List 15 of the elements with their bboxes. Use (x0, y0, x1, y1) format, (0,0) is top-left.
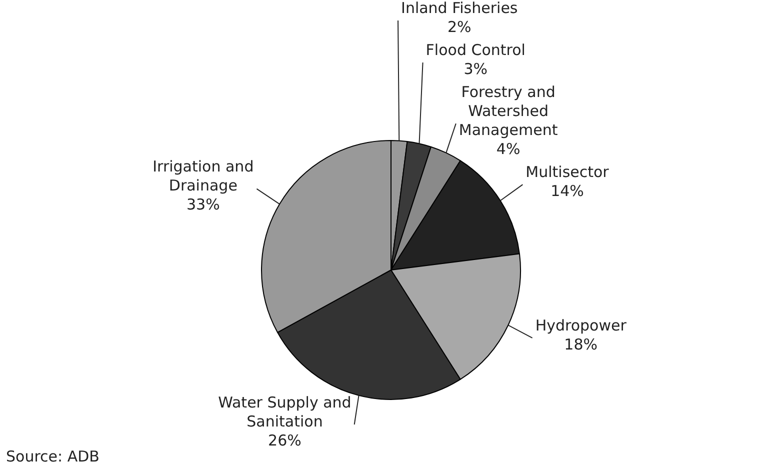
data-label: 14% (550, 182, 584, 200)
slice-label: Inland Fisheries (401, 0, 518, 17)
data-label: 33% (186, 196, 220, 214)
slice-label: Forestry and Watershed Management (458, 82, 558, 139)
data-label: 18% (564, 335, 598, 354)
data-label: 4% (496, 140, 520, 158)
slice-label: Flood Control (426, 40, 526, 59)
data-label: 3% (464, 60, 488, 78)
slice-label: Water Supply and Sanitation (218, 393, 352, 430)
slice-label: Irrigation and Drainage (152, 158, 254, 195)
source-note: Source: ADB (6, 447, 100, 466)
slice-label: Hydropower (535, 316, 628, 334)
data-label: 2% (447, 18, 472, 36)
data-label: 26% (268, 431, 302, 450)
slice-label: Multisector (526, 162, 610, 181)
